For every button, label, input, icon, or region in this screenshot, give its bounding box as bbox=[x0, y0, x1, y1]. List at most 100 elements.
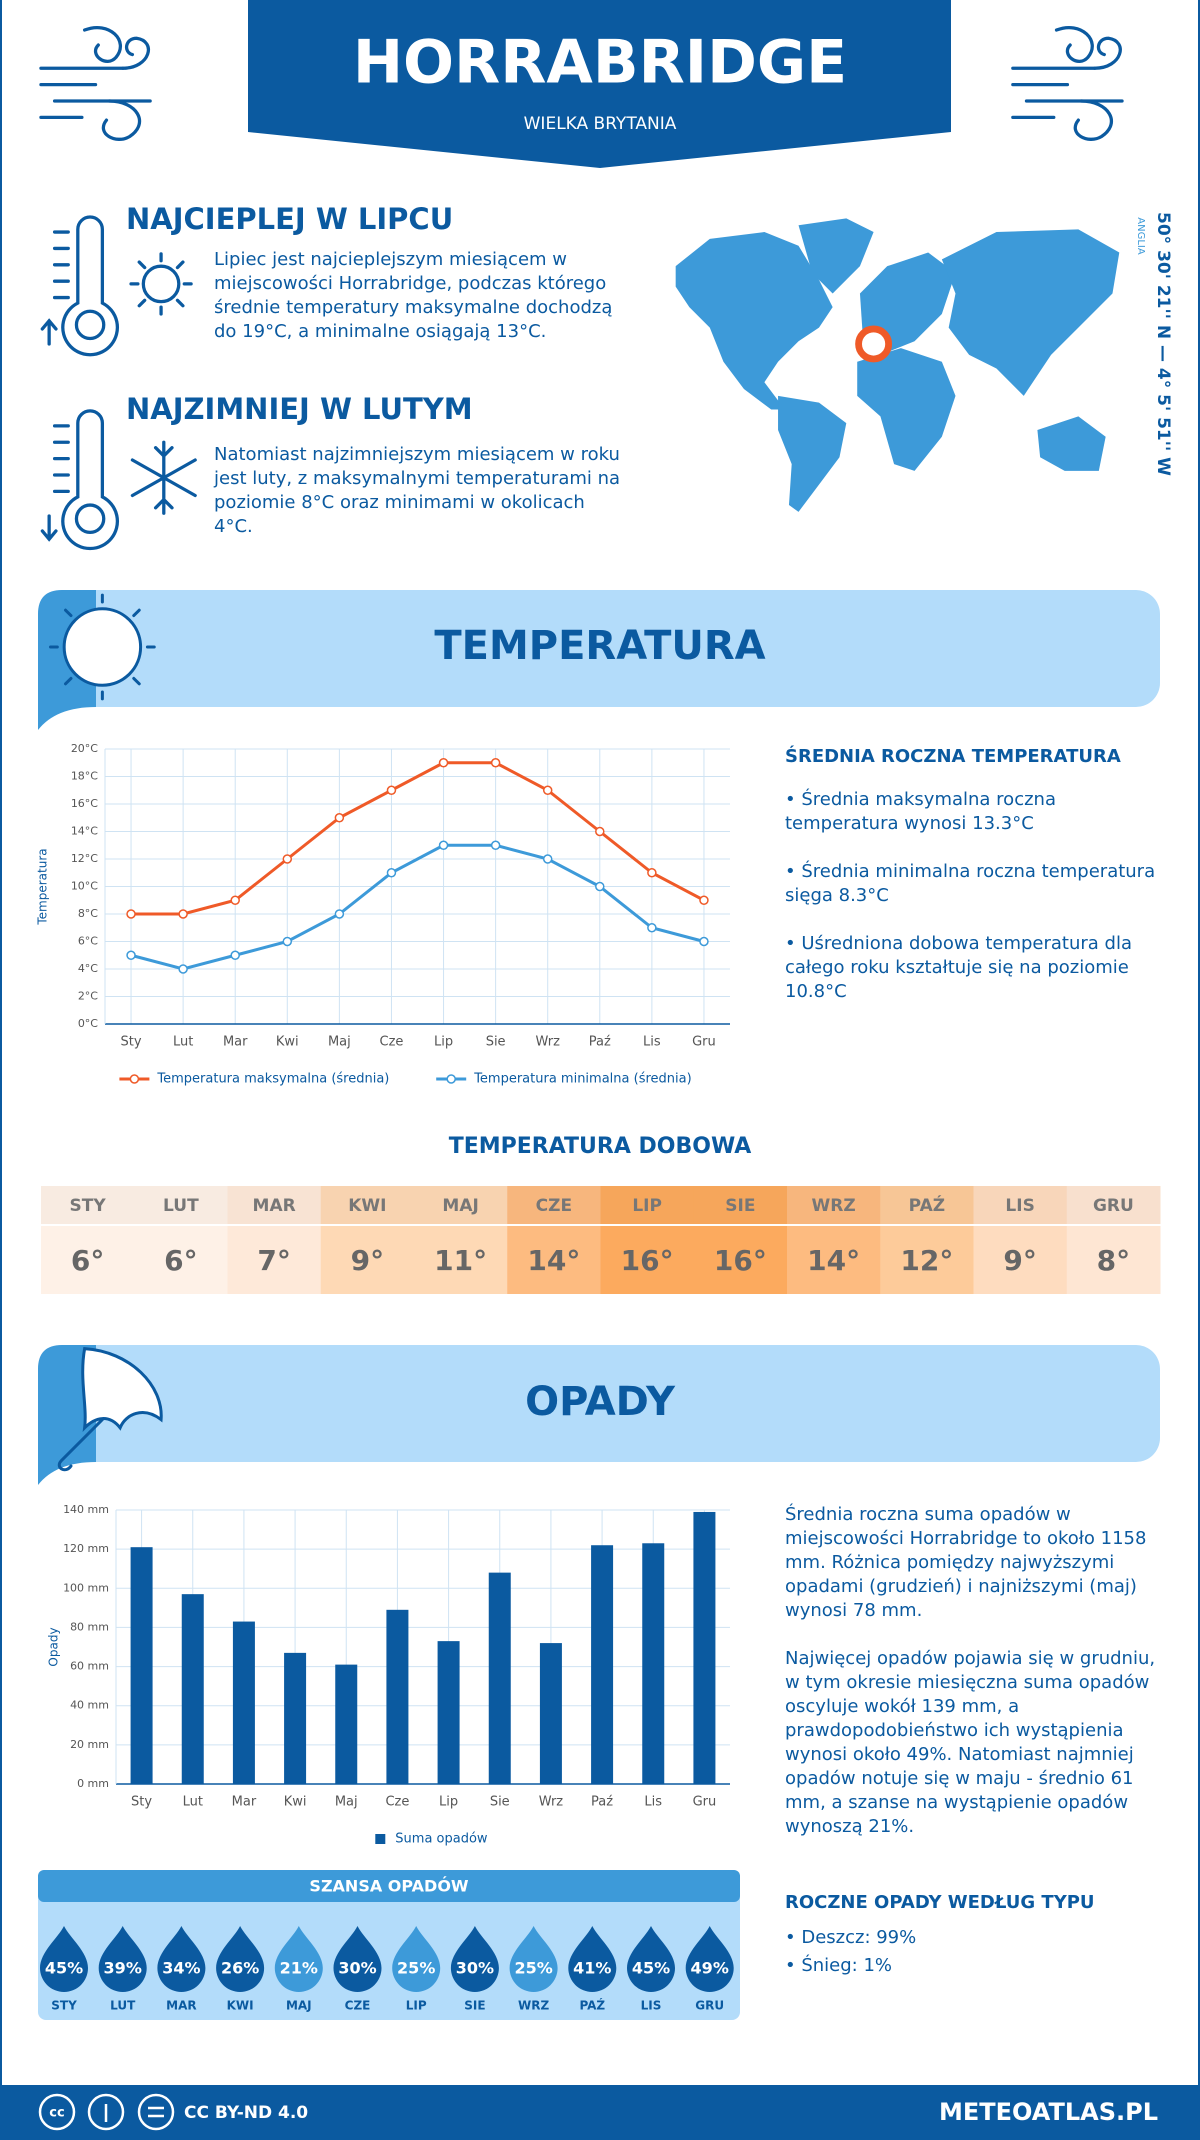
warmest-title: NAJCIEPLEJ W LIPCU bbox=[126, 202, 453, 236]
chance-drop bbox=[98, 1926, 147, 1992]
table-header-cell bbox=[600, 1186, 695, 1224]
world-map-part bbox=[857, 348, 956, 471]
table-value: 6° bbox=[164, 1244, 197, 1277]
chance-month: LUT bbox=[110, 1999, 136, 2013]
table-value: 12° bbox=[900, 1244, 953, 1277]
x-tick-label: Lip bbox=[434, 1035, 453, 1050]
thermometer-cold-part bbox=[74, 503, 106, 534]
legend-swatch bbox=[129, 1074, 140, 1084]
y-tick-label: 120 mm bbox=[63, 1542, 109, 1555]
chance-month: WRZ bbox=[518, 1999, 549, 2013]
license-icons-part bbox=[87, 2093, 125, 2131]
world-map-part bbox=[941, 229, 1120, 396]
table-header-cell bbox=[227, 1186, 322, 1224]
chance-drop bbox=[627, 1926, 675, 1992]
table-cell bbox=[600, 1226, 695, 1294]
precip-paragraph: Najwięcej opadów pojawia się w grudniu, … bbox=[785, 1648, 1156, 1837]
y-tick-label: 16°C bbox=[71, 797, 98, 810]
table-cell bbox=[693, 1226, 788, 1294]
chance-month: MAR bbox=[166, 1999, 196, 2013]
table-header-cell bbox=[880, 1186, 974, 1224]
table-cell bbox=[227, 1226, 322, 1294]
y-tick-label: 100 mm bbox=[63, 1581, 109, 1594]
data-point bbox=[386, 785, 397, 795]
y-tick-label: 60 mm bbox=[70, 1660, 109, 1673]
x-tick-label: Kwi bbox=[276, 1035, 299, 1050]
coordinates: 50° 30' 21'' N — 4° 5' 51'' W bbox=[1153, 212, 1173, 476]
data-point bbox=[438, 840, 449, 850]
precip-paragraph: Średnia roczna suma opadów w miejscowośc… bbox=[785, 1504, 1147, 1621]
thermometer-warm-part bbox=[61, 215, 120, 357]
data-point bbox=[647, 923, 657, 933]
data-point bbox=[334, 813, 345, 823]
license-icons-part bbox=[137, 2093, 175, 2131]
data-point bbox=[699, 895, 709, 905]
chance-drop bbox=[274, 1926, 323, 1992]
x-tick-label: Gru bbox=[692, 1035, 716, 1050]
x-tick-label: Paź bbox=[591, 1795, 613, 1810]
table-value: 14° bbox=[527, 1244, 580, 1277]
thermometer-warm-part bbox=[74, 309, 106, 341]
x-tick-label: Maj bbox=[335, 1795, 358, 1810]
table-header-cell bbox=[1066, 1186, 1161, 1224]
x-tick-label: Paź bbox=[589, 1035, 611, 1050]
x-tick-label: Wrz bbox=[539, 1795, 564, 1810]
chance-month: GRU bbox=[695, 1999, 724, 2013]
x-tick-label: Sty bbox=[131, 1795, 152, 1810]
chance-month: PAŹ bbox=[579, 1998, 605, 2013]
precip-text: Średnia roczna suma opadów w miejscowośc… bbox=[785, 1503, 1165, 1863]
data-point bbox=[542, 854, 553, 864]
chance-drop bbox=[450, 1926, 499, 1992]
warmest-text: Lipiec jest najcieplejszym miesiącem w m… bbox=[214, 249, 613, 342]
thermometer-cold bbox=[40, 409, 197, 551]
y-axis-label: Opady bbox=[47, 1627, 61, 1666]
x-tick-label: Lut bbox=[173, 1035, 193, 1050]
chance-box bbox=[38, 1870, 740, 2020]
footer-site[interactable]: METEOATLAS.PL bbox=[939, 2098, 1158, 2126]
legend-swatch bbox=[375, 1834, 386, 1844]
y-tick-label: 80 mm bbox=[70, 1620, 109, 1633]
bar bbox=[335, 1664, 358, 1784]
data-point bbox=[178, 964, 188, 974]
table-header-cell bbox=[414, 1186, 508, 1224]
y-tick-label: 20 mm bbox=[70, 1738, 109, 1751]
x-tick-label: Lut bbox=[183, 1795, 203, 1810]
chance-label: 45% bbox=[632, 1959, 670, 1978]
thermometer-cold-part bbox=[40, 424, 70, 542]
chance-drop bbox=[392, 1926, 441, 1992]
world-map-part bbox=[855, 325, 893, 363]
data-point bbox=[647, 868, 657, 878]
umbrella-icon bbox=[57, 1347, 163, 1472]
table-cell bbox=[134, 1226, 228, 1294]
chance-drop bbox=[509, 1926, 558, 1992]
table-month: GRU bbox=[1093, 1196, 1134, 1216]
thermometer-warm-part bbox=[141, 264, 181, 304]
table-month: LIS bbox=[1005, 1196, 1034, 1216]
stats-item: • Uśredniona dobowa temperatura dla całe… bbox=[785, 933, 1133, 1002]
sun-icon-part bbox=[62, 607, 143, 687]
chance-label: 30% bbox=[456, 1959, 494, 1978]
chance-month: LIS bbox=[641, 1999, 662, 2013]
bar bbox=[181, 1594, 204, 1784]
thermometer-warm bbox=[40, 215, 193, 357]
legend-swatch bbox=[446, 1074, 456, 1084]
table-month: STY bbox=[70, 1196, 107, 1216]
bar bbox=[591, 1545, 614, 1784]
wind-icon bbox=[1011, 26, 1124, 141]
data-point bbox=[490, 840, 501, 850]
chance-label: 21% bbox=[280, 1959, 318, 1978]
x-tick-label: Wrz bbox=[535, 1035, 560, 1050]
y-tick-label: 6°C bbox=[78, 935, 98, 948]
chance-month: CZE bbox=[345, 1999, 371, 2013]
chance-drop bbox=[216, 1926, 265, 1992]
table-value: 8° bbox=[1097, 1244, 1130, 1277]
chance-drop bbox=[333, 1926, 382, 1992]
data-point bbox=[126, 950, 136, 960]
chance-label: 26% bbox=[221, 1959, 259, 1978]
chance-drop bbox=[40, 1926, 88, 1992]
table-value: 9° bbox=[351, 1244, 384, 1277]
table-cell bbox=[1066, 1226, 1161, 1294]
world-map bbox=[675, 218, 1120, 512]
